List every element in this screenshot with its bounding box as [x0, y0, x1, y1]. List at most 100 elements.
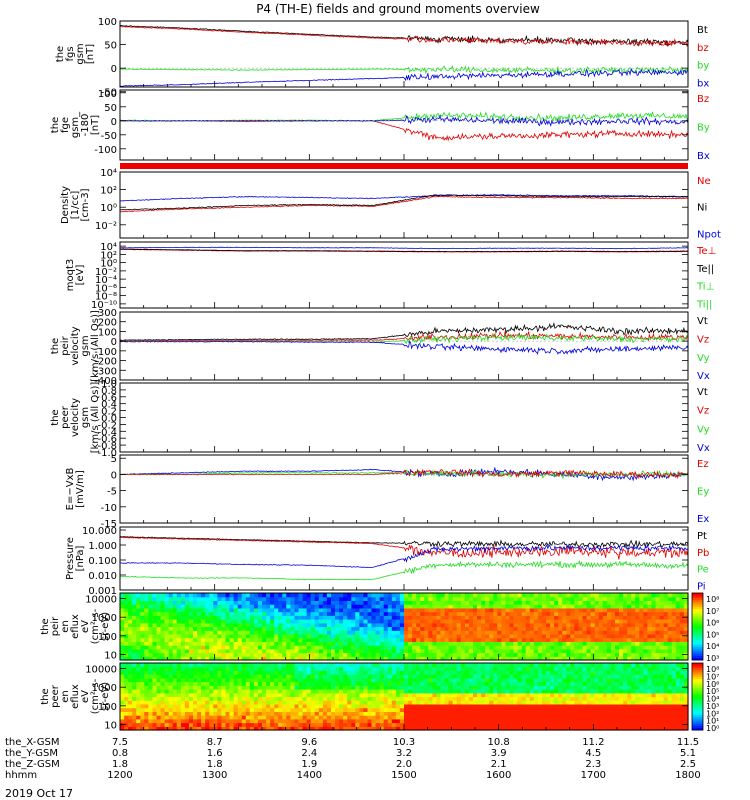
- spectrogram-cell: [517, 685, 523, 690]
- spectrogram-cell: [594, 637, 600, 642]
- spectrogram-cell: [582, 604, 588, 609]
- spectrogram-cell: [444, 700, 450, 705]
- spectrogram-cell: [221, 689, 227, 694]
- spectrogram-cell: [639, 645, 644, 650]
- spectrogram-cell: [245, 593, 251, 598]
- spectrogram-cell: [594, 619, 600, 624]
- spectrogram-cell: [513, 692, 519, 698]
- spectrogram-cell: [266, 622, 271, 628]
- spectrogram-cell: [404, 707, 409, 712]
- legend-Bz: Bz: [697, 94, 709, 105]
- spectrogram-cell: [294, 726, 300, 731]
- spectrogram-cell: [266, 692, 271, 698]
- spectrogram-cell: [302, 596, 308, 601]
- spectrogram-cell: [420, 692, 425, 698]
- spectrogram-cell: [176, 666, 182, 671]
- spectrogram-cell: [550, 707, 555, 712]
- spectrogram-cell: [213, 619, 218, 624]
- spectrogram-cell: [371, 711, 377, 716]
- y-axis-label-line: [nPa]: [75, 545, 86, 571]
- spectrogram-cell: [148, 645, 154, 650]
- spectrogram-cell: [619, 593, 624, 598]
- spectrogram-cell: [140, 648, 145, 654]
- spectrogram-cell: [379, 681, 385, 686]
- spectrogram-cell: [383, 663, 389, 668]
- spectrogram-cell: [128, 663, 133, 668]
- spectrogram-cell: [399, 696, 405, 701]
- spectrogram-cell: [521, 637, 527, 642]
- spectrogram-cell: [152, 726, 158, 731]
- spectrogram-cell: [201, 626, 206, 631]
- spectrogram-cell: [460, 722, 466, 727]
- spectrogram-cell: [221, 677, 227, 683]
- spectrogram-cell: [408, 633, 413, 639]
- spectrogram-cell: [347, 626, 352, 631]
- spectrogram-cell: [456, 645, 462, 650]
- spectrogram-cell: [570, 619, 575, 624]
- spectrogram-cell: [282, 596, 287, 601]
- spectrogram-cell: [379, 666, 385, 671]
- spectrogram-cell: [452, 674, 458, 679]
- spectrogram-cell: [249, 722, 255, 727]
- spectrogram-cell: [529, 726, 535, 731]
- spectrogram-cell: [124, 711, 129, 716]
- spectrogram-cell: [546, 622, 551, 628]
- spectrogram-cell: [180, 681, 186, 686]
- spectrogram-cell: [477, 703, 482, 709]
- spectrogram-cell: [379, 637, 385, 642]
- spectrogram-cell: [339, 663, 344, 668]
- spectrogram-cell: [229, 648, 235, 654]
- spectrogram-cell: [663, 604, 669, 609]
- spectrogram-cell: [550, 700, 555, 705]
- spectrogram-cell: [132, 707, 137, 712]
- spectrogram-cell: [529, 666, 535, 671]
- spectrogram-cell: [387, 681, 393, 686]
- spectrogram-cell: [387, 622, 393, 628]
- colorbar-step: [692, 606, 703, 610]
- spectrogram-cell: [387, 700, 393, 705]
- spectrogram-cell: [615, 593, 620, 598]
- spectrogram-cell: [225, 600, 231, 605]
- spectrogram-cell: [647, 600, 653, 605]
- spectrogram-cell: [517, 596, 523, 601]
- y-tick-label: -100: [94, 145, 117, 156]
- spectrogram-cell: [262, 596, 267, 601]
- spectrogram-cell: [262, 703, 267, 709]
- spectrogram-cell: [554, 604, 559, 609]
- spectrogram-cell: [546, 645, 551, 650]
- spectrogram-cell: [148, 630, 154, 635]
- spectrogram-cell: [367, 718, 373, 724]
- spectrogram-cell: [477, 645, 482, 650]
- spectrogram-cell: [391, 711, 397, 716]
- spectrogram-cell: [343, 666, 348, 671]
- spectrogram-cell: [326, 689, 332, 694]
- spectrogram-cell: [404, 652, 409, 657]
- spectrogram-cell: [189, 703, 194, 709]
- spectrogram-cell: [270, 696, 275, 701]
- y-axis-label-line: [nT]: [90, 115, 101, 135]
- spectrogram-cell: [489, 677, 494, 683]
- spectrogram-cell: [473, 630, 478, 635]
- y-tick-label: 10⁰: [100, 259, 117, 270]
- spectrogram-cell: [379, 652, 385, 657]
- spectrogram-cell: [286, 600, 291, 605]
- spectrogram-cell: [497, 641, 502, 646]
- spectrogram-cell: [473, 681, 478, 686]
- spectrogram-cell: [347, 600, 352, 605]
- spectrogram-cell: [351, 715, 356, 720]
- spectrogram-cell: [132, 703, 137, 709]
- spectrogram-cell: [517, 622, 523, 628]
- spectrogram-cell: [367, 656, 373, 661]
- spectrogram-cell: [566, 637, 571, 642]
- spectrogram-cell: [671, 619, 677, 624]
- spectrogram-cell: [428, 726, 433, 731]
- spectrogram-cell: [257, 626, 263, 631]
- spectrogram-cell: [282, 652, 287, 657]
- spectrogram-cell: [128, 607, 133, 613]
- spectrogram-cell: [424, 700, 429, 705]
- spectrogram-cell: [558, 630, 563, 635]
- spectrogram-cell: [205, 722, 210, 727]
- spectrogram-cell: [282, 630, 287, 635]
- spectrogram-cell: [521, 703, 527, 709]
- y-axis-label-p4: Density [1/cc] [cm-3]: [60, 186, 91, 224]
